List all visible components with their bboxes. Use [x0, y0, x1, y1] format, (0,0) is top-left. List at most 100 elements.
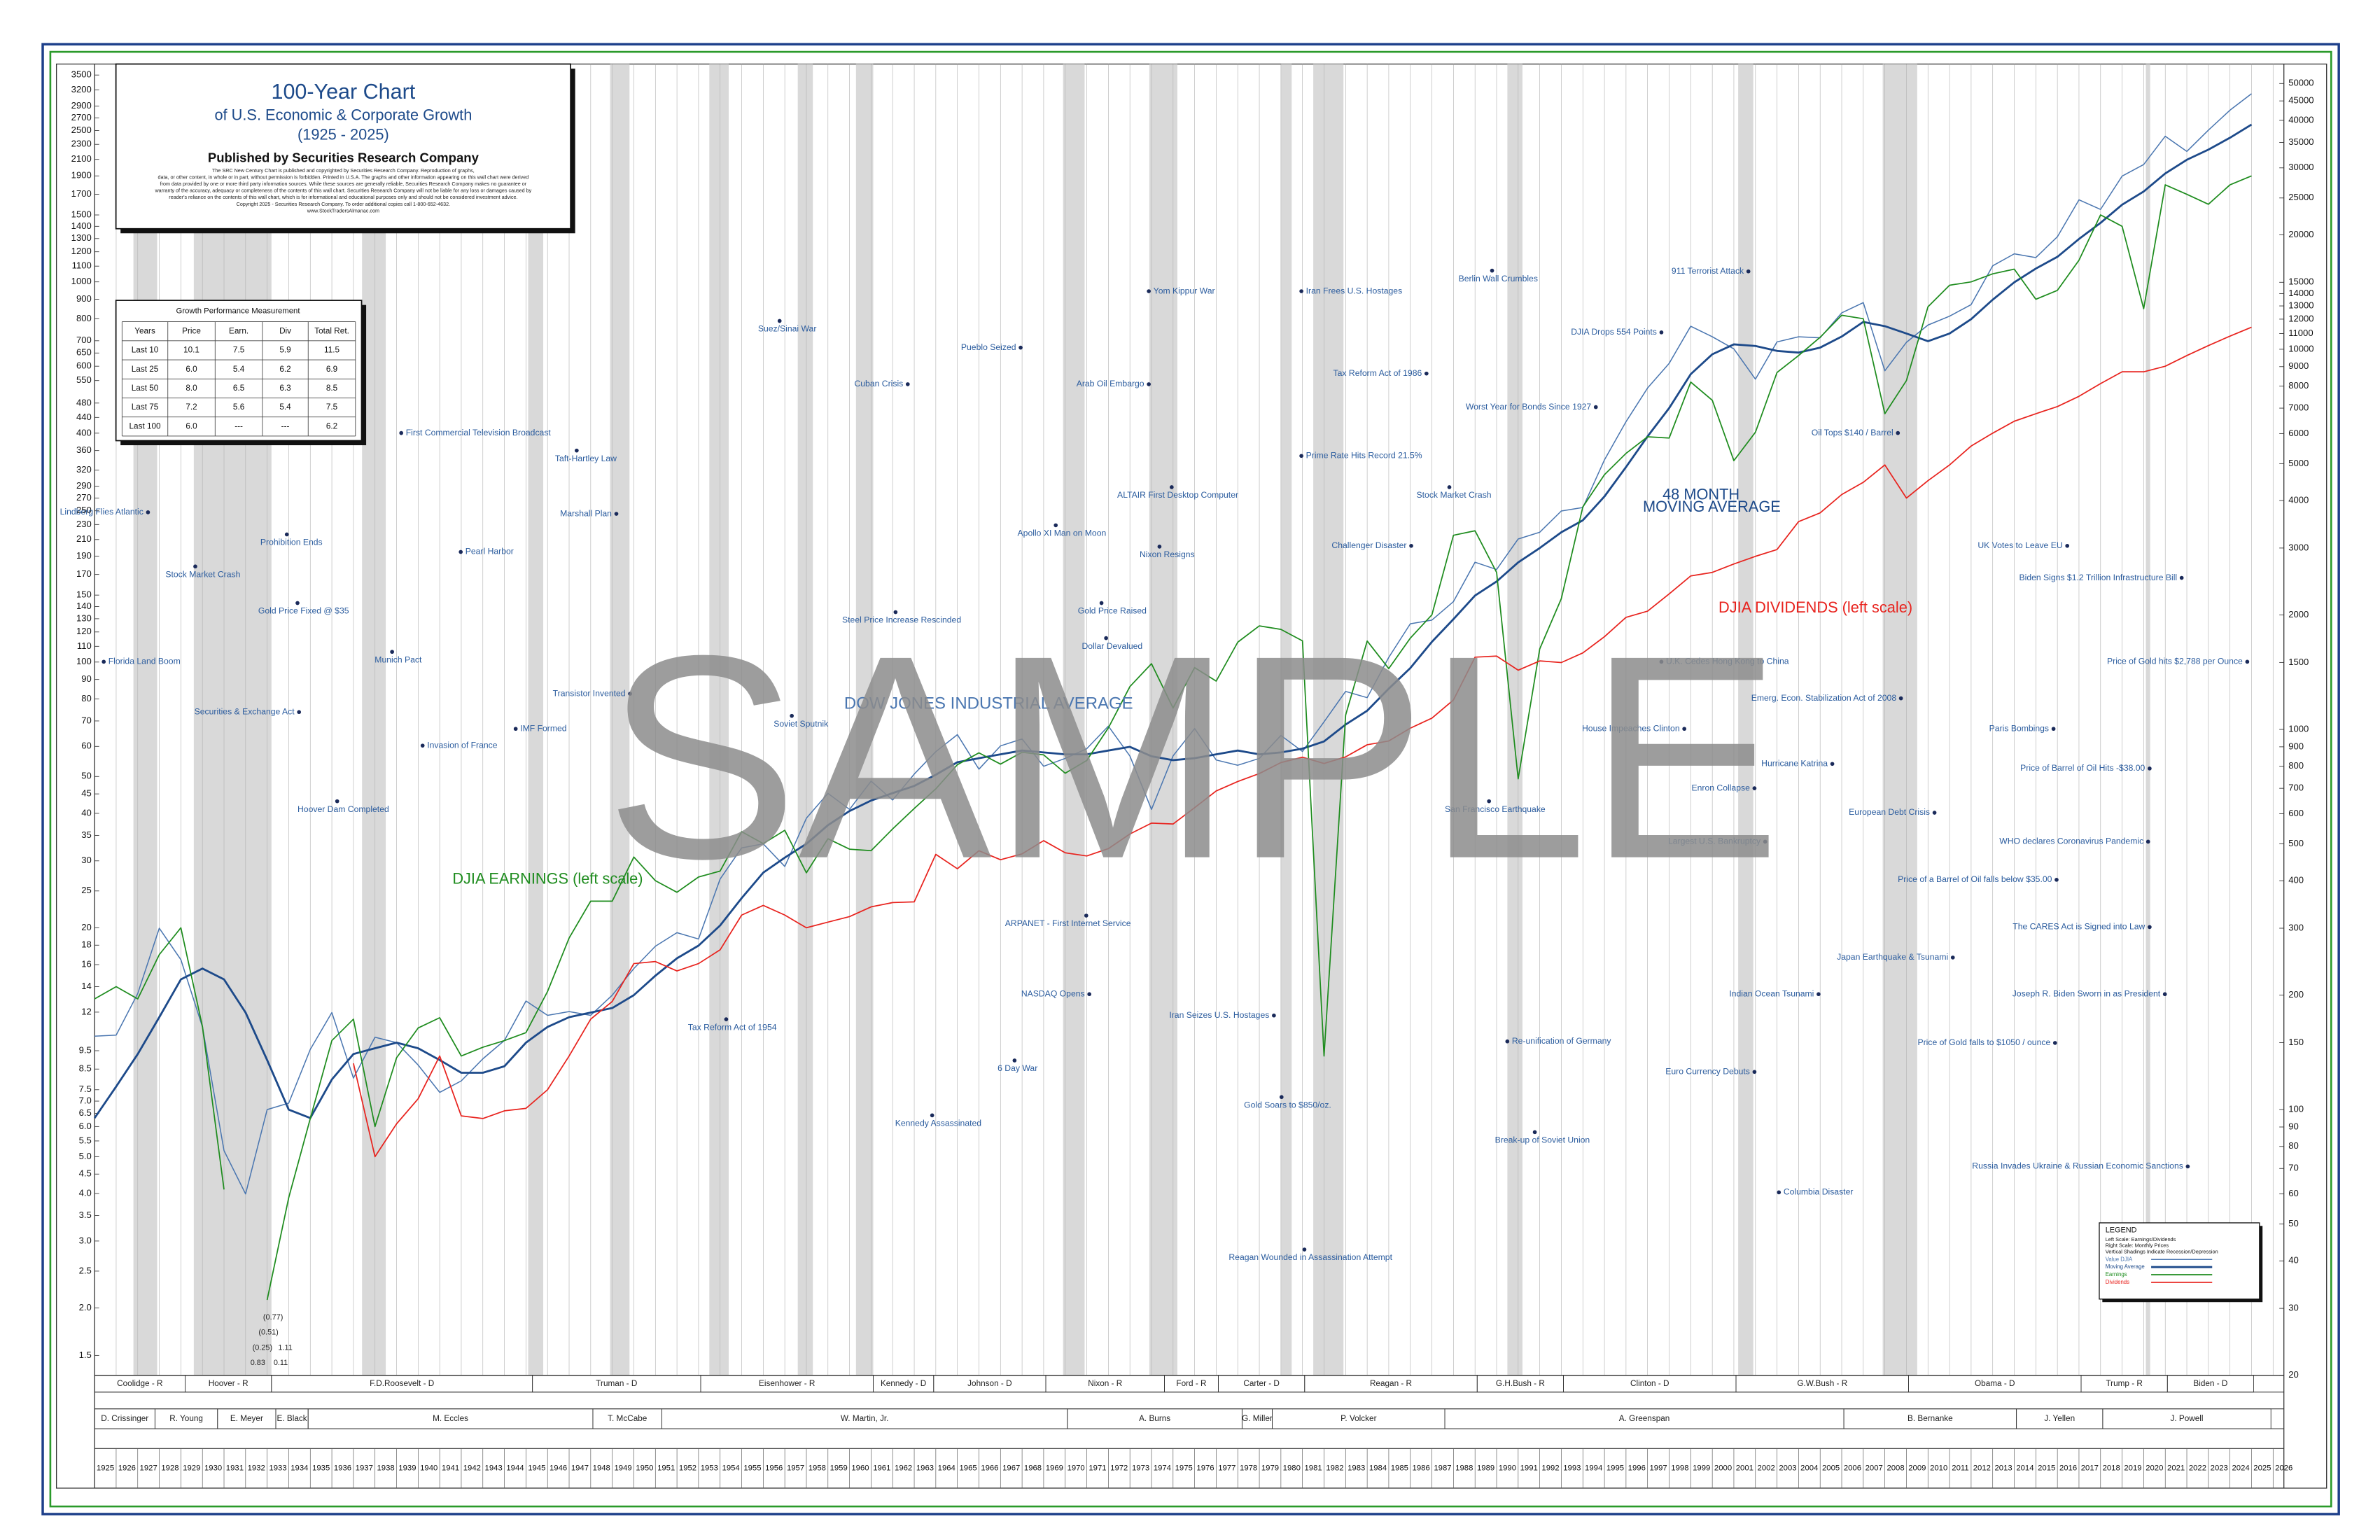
y-tick-label: 9.5 — [79, 1044, 92, 1055]
year-label: 1992 — [1541, 1464, 1559, 1473]
event-dot — [2148, 766, 2152, 771]
event-dot — [1087, 992, 1091, 997]
event-dot — [297, 710, 302, 715]
series-label: MOVING AVERAGE — [1643, 498, 1781, 515]
event-dot — [1299, 289, 1303, 293]
year-label: 1991 — [1520, 1464, 1538, 1473]
year-label: 1943 — [485, 1464, 503, 1473]
president-name: Biden - D — [2193, 1379, 2227, 1388]
year-label: 1980 — [1283, 1464, 1301, 1473]
table-cell: 6.0 — [186, 365, 197, 374]
y2-tick-label: 7000 — [2288, 402, 2309, 413]
y2-tick-label: 3000 — [2288, 542, 2309, 552]
year-label: 1981 — [1304, 1464, 1322, 1473]
event-dot — [1104, 636, 1108, 640]
year-label: 1956 — [765, 1464, 783, 1473]
president-name: Reagan - R — [1370, 1379, 1412, 1388]
y2-tick-label: 8000 — [2288, 380, 2309, 391]
year-label: 1928 — [161, 1464, 178, 1473]
y2-tick-label: 50000 — [2288, 78, 2314, 88]
event-dot — [2052, 1041, 2057, 1045]
y2-tick-label: 14000 — [2288, 288, 2314, 298]
y-tick-label: 130 — [76, 612, 92, 623]
event-dot — [1532, 1130, 1537, 1135]
year-label: 1973 — [1132, 1464, 1149, 1473]
chart-title: 100-Year Chart — [271, 80, 415, 104]
year-label: 1993 — [1563, 1464, 1581, 1473]
year-label: 2014 — [2016, 1464, 2033, 1473]
table-cell: 5.4 — [279, 402, 291, 412]
event-dot — [1084, 913, 1088, 918]
y-tick-label: 2.5 — [79, 1265, 92, 1275]
fed-chair-name: T. McCabe — [608, 1414, 648, 1423]
event-dot — [2148, 925, 2152, 930]
year-label: 2017 — [2081, 1464, 2099, 1473]
year-label: 2002 — [1758, 1464, 1775, 1473]
year-label: 1930 — [204, 1464, 222, 1473]
year-label: 1951 — [657, 1464, 675, 1473]
year-label: 1927 — [140, 1464, 158, 1473]
event-label: Emerg. Econ. Stabilization Act of 2008 — [1751, 693, 1897, 703]
event-dot — [1447, 485, 1452, 489]
event-label: Marshall Plan — [560, 508, 612, 518]
disclaimer-line: The SRC New Century Chart is published a… — [212, 167, 475, 174]
watermark: SAMPLE — [605, 595, 1781, 919]
table-cell: 6.5 — [233, 384, 245, 393]
event-dot — [1752, 786, 1757, 790]
event-dot — [777, 318, 782, 323]
y2-tick-label: 400 — [2288, 875, 2304, 886]
event-label: Worst Year for Bonds Since 1927 — [1466, 402, 1592, 412]
event-dot — [1746, 269, 1751, 274]
year-label: 1953 — [701, 1464, 718, 1473]
year-label: 2006 — [1844, 1464, 1861, 1473]
president-name: Kennedy - D — [881, 1379, 926, 1388]
year-label: 1958 — [808, 1464, 826, 1473]
series-label: 48 MONTH — [1662, 486, 1740, 503]
event-dot — [1593, 405, 1598, 410]
y-tick-label: 3500 — [71, 69, 92, 80]
y2-tick-label: 11000 — [2288, 328, 2313, 338]
y2-tick-label: 80 — [2288, 1140, 2299, 1151]
fed-chair-name: E. Meyer — [230, 1414, 263, 1423]
year-label: 1985 — [1391, 1464, 1408, 1473]
event-dot — [1147, 382, 1151, 386]
table-cell: --- — [234, 421, 243, 430]
table-cell: 5.4 — [233, 365, 245, 374]
y2-tick-label: 70 — [2288, 1163, 2299, 1173]
event-label: Hurricane Katrina — [1761, 759, 1828, 769]
event-label: U.K. Cedes Hong Kong to China — [1666, 657, 1789, 666]
fed-chair-name: A. Greenspan — [1619, 1414, 1670, 1423]
legend-note: Left Scale: Earnings/Dividends — [2106, 1236, 2176, 1242]
event-label: Oil Tops $140 / Barrel — [1812, 428, 1893, 438]
president-name: Carter - D — [1243, 1379, 1280, 1388]
table-cell: 6.0 — [186, 421, 197, 430]
recession-band — [193, 64, 272, 1376]
year-label: 1986 — [1413, 1464, 1430, 1473]
year-label: 1994 — [1585, 1464, 1602, 1473]
year-label: 2024 — [2232, 1464, 2249, 1473]
event-dot — [1424, 371, 1429, 376]
president-name: Hoover - R — [209, 1379, 248, 1388]
year-label: 2020 — [2146, 1464, 2163, 1473]
legend-note: Right Scale: Monthly Prices — [2106, 1242, 2169, 1249]
y-tick-label: 1500 — [71, 209, 92, 220]
event-label: San Francisco Earthquake — [1445, 804, 1546, 814]
event-dot — [930, 1113, 934, 1118]
y-tick-label: 150 — [76, 589, 92, 600]
y2-tick-label: 200 — [2288, 989, 2304, 1000]
year-label: 1959 — [830, 1464, 848, 1473]
fed-chair-name: J. Powell — [2171, 1414, 2204, 1423]
disclaimer-line: warranty of the accuracy, adequacy or co… — [155, 188, 532, 194]
event-label: Stock Market Crash — [165, 569, 240, 579]
table-cell: 6.9 — [326, 365, 337, 374]
y-tick-label: 5.0 — [79, 1151, 92, 1161]
y2-tick-label: 600 — [2288, 808, 2304, 818]
recession-band — [709, 64, 729, 1376]
event-label: Break-up of Soviet Union — [1495, 1135, 1590, 1145]
event-dot — [790, 713, 794, 718]
outer-border — [41, 43, 2340, 1516]
event-label: Apollo XI Man on Moon — [1018, 528, 1107, 538]
table-cell: --- — [281, 421, 290, 430]
recession-band — [1507, 64, 1522, 1376]
event-dot — [2065, 543, 2070, 548]
